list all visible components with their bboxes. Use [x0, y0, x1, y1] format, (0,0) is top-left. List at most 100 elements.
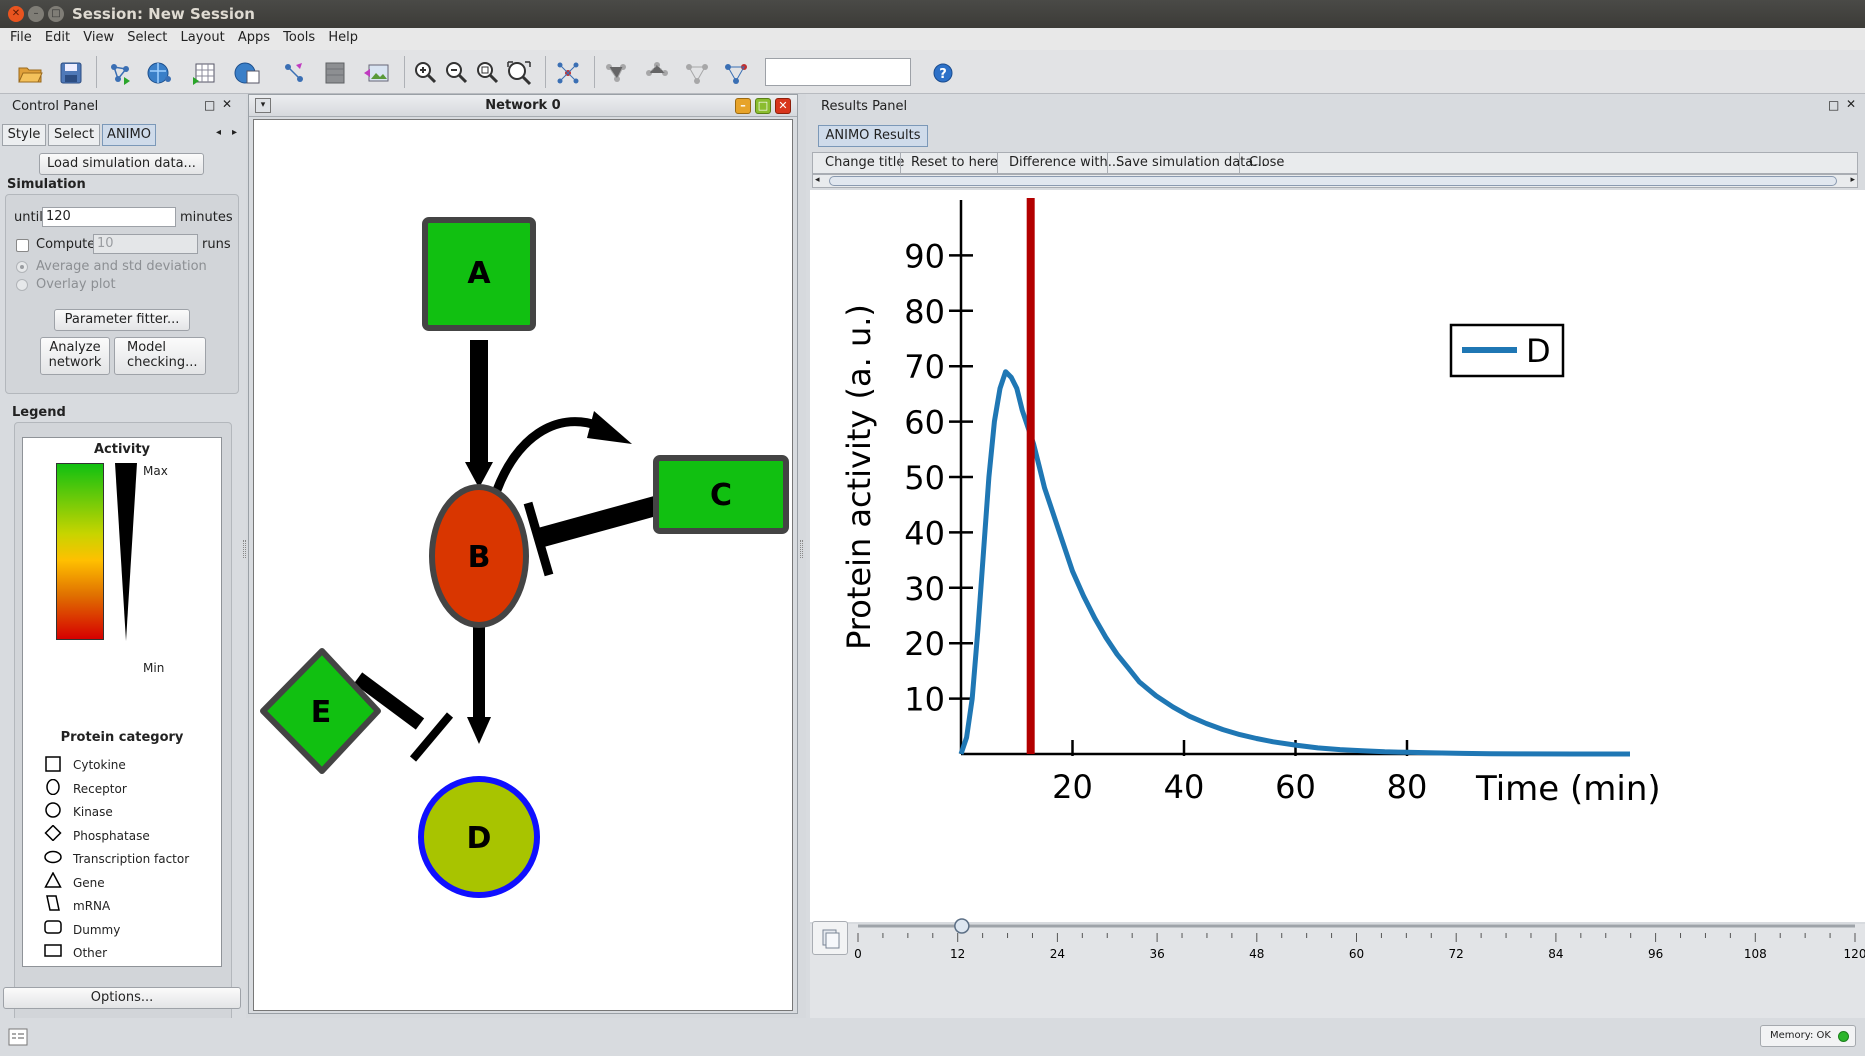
results-horizontal-scrollbar[interactable]: ◂ ▸: [812, 174, 1858, 188]
menu-layout[interactable]: Layout: [180, 30, 225, 45]
network-title: Network 0: [485, 98, 561, 113]
window-minimize-icon[interactable]: –: [28, 6, 44, 22]
panel-float-icon[interactable]: □: [204, 98, 216, 112]
average-radio[interactable]: [16, 261, 28, 273]
simulation-chart[interactable]: 10 20 30 40 50 60 70 80 90 20 40 60 80 Protein acti…: [810, 190, 1865, 922]
y-axis-label: Protein activity (a. u.): [840, 304, 878, 650]
menu-tools[interactable]: Tools: [283, 30, 316, 45]
edge-b-d[interactable]: [467, 625, 491, 744]
zoom-in-icon[interactable]: [412, 59, 440, 87]
node-e[interactable]: E: [260, 648, 381, 774]
compute-runs-input[interactable]: 10: [93, 234, 198, 254]
difference-with-button[interactable]: Difference with...: [1009, 155, 1121, 170]
network-canvas[interactable]: A C B E D: [253, 119, 793, 1011]
menu-view[interactable]: View: [83, 30, 115, 45]
until-minutes-input[interactable]: 120: [42, 207, 176, 227]
tab-scroll-right-icon[interactable]: ▸: [232, 127, 238, 138]
time-slider[interactable]: 0 12 24 36 48 60 72 84 96 108 120: [850, 912, 1865, 968]
svg-text:?: ?: [939, 67, 947, 82]
overlay-label: Overlay plot: [36, 277, 116, 292]
import-network-web-icon[interactable]: [146, 59, 174, 87]
options-button[interactable]: Options...: [3, 987, 241, 1009]
zoom-selected-icon[interactable]: [474, 59, 502, 87]
node-b[interactable]: B: [429, 484, 529, 628]
scroll-left-icon[interactable]: ◂: [815, 175, 820, 185]
menu-file[interactable]: File: [10, 30, 32, 45]
help-icon[interactable]: ?: [929, 59, 957, 87]
left-splitter-handle[interactable]: [243, 540, 246, 558]
edge-b-c[interactable]: [492, 411, 632, 492]
panel-close-icon[interactable]: ✕: [222, 97, 233, 111]
zoom-out-icon[interactable]: [443, 59, 471, 87]
control-panel-title: Control Panel: [12, 99, 99, 114]
export-image-icon[interactable]: [362, 59, 390, 87]
import-table-web-icon[interactable]: [233, 59, 261, 87]
node-c[interactable]: C: [653, 455, 789, 534]
hide-selected-icon[interactable]: [643, 59, 671, 87]
node-a[interactable]: A: [422, 217, 536, 331]
load-simulation-button[interactable]: Load simulation data...: [39, 153, 204, 175]
overlay-radio[interactable]: [16, 279, 28, 291]
compute-checkbox[interactable]: [16, 239, 29, 252]
change-title-button[interactable]: Change title: [825, 155, 905, 170]
tab-animo[interactable]: ANIMO: [102, 124, 156, 146]
tab-select[interactable]: Select: [48, 124, 100, 146]
slider-tick-label-0: 0: [854, 947, 862, 961]
tab-style[interactable]: Style: [2, 124, 46, 146]
edge-e-d-inhibition[interactable]: [353, 672, 454, 762]
copy-button[interactable]: [812, 921, 848, 955]
network-layout-icon[interactable]: [554, 59, 582, 87]
network-close-icon[interactable]: ✕: [775, 98, 791, 114]
import-table-icon[interactable]: [191, 59, 219, 87]
results-close-icon[interactable]: ✕: [1846, 97, 1857, 111]
x-tick-label-40: 40: [1164, 768, 1205, 806]
results-panel: Results Panel □ ✕ ANIMO Results Change t…: [806, 94, 1865, 1018]
export-table-icon[interactable]: [321, 59, 349, 87]
parameter-fitter-button[interactable]: Parameter fitter...: [54, 309, 190, 331]
search-input[interactable]: [765, 58, 911, 86]
node-d[interactable]: D: [418, 776, 540, 898]
window-close-icon[interactable]: ✕: [8, 6, 24, 22]
results-float-icon[interactable]: □: [1828, 98, 1840, 112]
network-menu-icon[interactable]: ▾: [255, 98, 271, 113]
analyze-network-button[interactable]: Analyze network: [40, 337, 110, 375]
edge-a-b[interactable]: [465, 340, 493, 488]
window-maximize-icon[interactable]: □: [48, 6, 64, 22]
tab-animo-results[interactable]: ANIMO Results: [818, 125, 928, 147]
save-icon[interactable]: [57, 59, 85, 87]
network-minimize-icon[interactable]: –: [735, 98, 751, 114]
y-tick-label-80: 80: [904, 293, 945, 331]
activity-gradient: [56, 463, 104, 640]
export-network-icon[interactable]: [280, 59, 308, 87]
import-network-file-icon[interactable]: [106, 59, 134, 87]
results-panel-title: Results Panel: [821, 99, 908, 114]
time-slider-knob[interactable]: [954, 918, 970, 934]
save-simulation-data-button[interactable]: Save simulation data...: [1116, 155, 1266, 170]
open-folder-icon[interactable]: [16, 59, 44, 87]
y-tick-label-40: 40: [904, 514, 945, 552]
model-checking-button[interactable]: Model checking...: [114, 337, 206, 375]
min-label: Min: [143, 661, 165, 675]
right-splitter-handle[interactable]: [800, 540, 803, 558]
menu-help[interactable]: Help: [328, 30, 358, 45]
edge-c-b-inhibition[interactable]: [523, 495, 662, 577]
close-results-button[interactable]: Close: [1249, 155, 1285, 170]
network-window: ▾ Network 0 – □ ✕: [248, 94, 798, 1014]
network-maximize-icon[interactable]: □: [755, 98, 771, 114]
tab-scroll-left-icon[interactable]: ◂: [216, 127, 222, 138]
network-title-bar: ▾ Network 0 – □ ✕: [249, 95, 797, 117]
memory-status[interactable]: Memory: OK: [1760, 1025, 1856, 1047]
reset-to-here-button[interactable]: Reset to here: [911, 155, 998, 170]
menu-edit[interactable]: Edit: [44, 30, 71, 45]
menu-select[interactable]: Select: [127, 30, 168, 45]
show-all-icon[interactable]: [683, 59, 711, 87]
task-list-icon[interactable]: [8, 1028, 28, 1046]
scroll-right-icon[interactable]: ▸: [1850, 175, 1855, 185]
zoom-fit-icon[interactable]: [505, 59, 533, 87]
gene-icon: [44, 872, 62, 888]
menu-apps[interactable]: Apps: [237, 30, 270, 45]
first-neighbors-icon[interactable]: [603, 59, 631, 87]
menu-bar: File Edit View Select Layout Apps Tools …: [0, 28, 1865, 50]
scroll-thumb[interactable]: [829, 176, 1837, 186]
select-network-icon[interactable]: [722, 59, 750, 87]
